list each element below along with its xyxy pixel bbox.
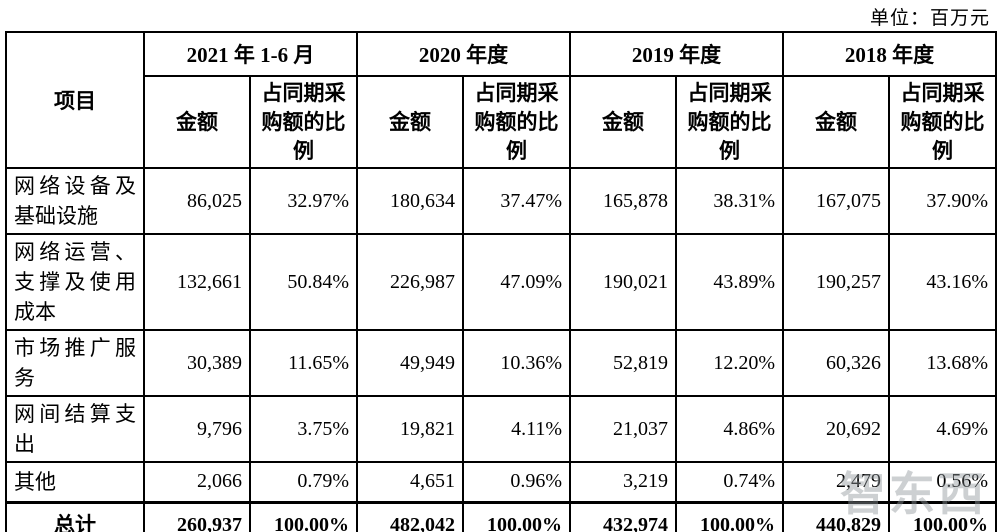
ratio-cell: 38.31% xyxy=(675,167,784,235)
amount-cell: 167,075 xyxy=(782,167,890,235)
ratio-cell: 13.68% xyxy=(888,329,997,397)
table-row: 网络设备及基础设施 86,025 32.97% 180,634 37.47% 1… xyxy=(5,167,997,235)
table-row: 其他 2,066 0.79% 4,651 0.96% 3,219 0.74% 2… xyxy=(5,461,997,503)
amount-cell: 19,821 xyxy=(356,395,464,463)
item-cell: 其他 xyxy=(5,461,145,503)
ratio-cell: 100.00% xyxy=(888,500,997,532)
ratio-cell: 0.74% xyxy=(675,461,784,503)
column-header-ratio: 占同期采购额的比例 xyxy=(888,75,997,169)
ratio-cell: 11.65% xyxy=(249,329,358,397)
amount-cell: 190,257 xyxy=(782,233,890,331)
ratio-cell: 100.00% xyxy=(249,500,358,532)
ratio-cell: 10.36% xyxy=(462,329,571,397)
item-cell: 网络运营、支撑及使用成本 xyxy=(5,233,145,331)
item-cell: 市场推广服务 xyxy=(5,329,145,397)
table-row: 市场推广服务 30,389 11.65% 49,949 10.36% 52,81… xyxy=(5,329,997,397)
ratio-cell: 4.11% xyxy=(462,395,571,463)
column-header-period-2018: 2018 年度 xyxy=(782,31,997,77)
procurement-table: 项目 2021 年 1-6 月 2020 年度 2019 年度 2018 年度 … xyxy=(5,31,997,532)
ratio-cell: 32.97% xyxy=(249,167,358,235)
column-header-item: 项目 xyxy=(5,31,145,169)
ratio-cell: 37.47% xyxy=(462,167,571,235)
column-header-ratio: 占同期采购额的比例 xyxy=(675,75,784,169)
ratio-cell: 43.16% xyxy=(888,233,997,331)
unit-label: 单位：百万元 xyxy=(869,8,990,29)
item-cell: 网间结算支出 xyxy=(5,395,145,463)
ratio-cell: 100.00% xyxy=(675,500,784,532)
ratio-cell: 50.84% xyxy=(249,233,358,331)
ratio-cell: 100.00% xyxy=(462,500,571,532)
ratio-cell: 3.75% xyxy=(249,395,358,463)
column-header-amount: 金额 xyxy=(356,75,464,169)
column-header-ratio: 占同期采购额的比例 xyxy=(462,75,571,169)
table-header-period-row: 项目 2021 年 1-6 月 2020 年度 2019 年度 2018 年度 xyxy=(5,31,997,169)
amount-cell: 180,634 xyxy=(356,167,464,235)
amount-cell: 3,219 xyxy=(569,461,677,503)
ratio-cell: 0.79% xyxy=(249,461,358,503)
amount-cell: 4,651 xyxy=(356,461,464,503)
ratio-header-text: 占同期采购额的比例 xyxy=(474,80,559,163)
total-label-cell: 总计 xyxy=(5,500,145,532)
item-cell: 网络设备及基础设施 xyxy=(5,167,145,235)
amount-cell: 132,661 xyxy=(143,233,251,331)
table-header-metric-row: 金额 占同期采购额的比例 金额 占同期采购额的比例 金额 占同期采购额的比例 金… xyxy=(6,75,997,169)
amount-cell: 9,796 xyxy=(143,395,251,463)
amount-cell: 49,949 xyxy=(356,329,464,397)
table-row: 网间结算支出 9,796 3.75% 19,821 4.11% 21,037 4… xyxy=(5,395,997,463)
amount-cell: 20,692 xyxy=(782,395,890,463)
ratio-header-text: 占同期采购额的比例 xyxy=(900,80,985,163)
amount-cell: 21,037 xyxy=(569,395,677,463)
amount-cell: 86,025 xyxy=(143,167,251,235)
amount-cell: 2,479 xyxy=(782,461,890,503)
amount-cell: 30,389 xyxy=(143,329,251,397)
ratio-header-text: 占同期采购额的比例 xyxy=(261,80,346,163)
ratio-cell: 43.89% xyxy=(675,233,784,331)
column-header-period-2019: 2019 年度 xyxy=(569,31,784,77)
amount-cell: 2,066 xyxy=(143,461,251,503)
amount-cell: 482,042 xyxy=(356,500,464,532)
ratio-cell: 4.69% xyxy=(888,395,997,463)
column-header-period-2021: 2021 年 1-6 月 xyxy=(143,31,358,77)
ratio-cell: 37.90% xyxy=(888,167,997,235)
table-row: 网络运营、支撑及使用成本 132,661 50.84% 226,987 47.0… xyxy=(5,233,997,331)
column-header-period-2020: 2020 年度 xyxy=(356,31,571,77)
ratio-cell: 0.56% xyxy=(888,461,997,503)
amount-cell: 190,021 xyxy=(569,233,677,331)
column-header-amount: 金额 xyxy=(782,75,890,169)
ratio-cell: 47.09% xyxy=(462,233,571,331)
amount-cell: 440,829 xyxy=(782,500,890,532)
amount-cell: 52,819 xyxy=(569,329,677,397)
column-header-ratio: 占同期采购额的比例 xyxy=(249,75,358,169)
amount-cell: 165,878 xyxy=(569,167,677,235)
ratio-cell: 4.86% xyxy=(675,395,784,463)
amount-cell: 60,326 xyxy=(782,329,890,397)
column-header-amount: 金额 xyxy=(569,75,677,169)
table-total-row: 总计 260,937 100.00% 482,042 100.00% 432,9… xyxy=(5,500,997,532)
ratio-header-text: 占同期采购额的比例 xyxy=(687,80,772,163)
amount-cell: 432,974 xyxy=(569,500,677,532)
amount-cell: 260,937 xyxy=(143,500,251,532)
ratio-cell: 12.20% xyxy=(675,329,784,397)
column-header-amount: 金额 xyxy=(143,75,251,169)
ratio-cell: 0.96% xyxy=(462,461,571,503)
amount-cell: 226,987 xyxy=(356,233,464,331)
